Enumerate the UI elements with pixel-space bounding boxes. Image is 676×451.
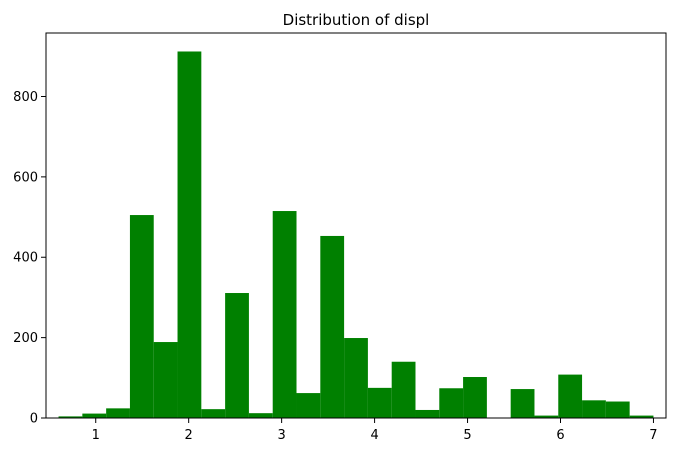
histogram-bar-5 [177,51,202,419]
histogram-bar-12 [344,338,368,418]
x-tick-label: 7 [649,428,657,443]
x-tick-label: 5 [463,428,471,443]
histogram-bar-10 [296,393,321,418]
x-tick-label: 4 [370,428,378,443]
x-tick-label: 2 [185,428,193,443]
histogram-bar-23 [605,401,630,418]
histogram-bar-15 [415,409,440,418]
histogram-bar-3 [129,215,154,418]
y-tick-label: 200 [13,331,38,346]
histogram-bar-19 [510,389,535,418]
histogram-bar-13 [367,387,392,418]
histogram-bar-22 [582,400,606,418]
histogram-bar-24 [629,415,654,418]
x-tick-label: 1 [92,428,100,443]
y-tick-label: 400 [13,251,38,266]
y-axis: 0 200 400 600 800 [13,90,46,427]
histogram-bar-7 [225,293,249,418]
y-tick-label: 800 [13,90,38,105]
histogram-bar-21 [558,374,583,418]
plot-frame [45,32,667,419]
y-tick-label: 600 [13,170,38,185]
histogram-bar-1 [82,413,107,418]
x-axis: 1 2 3 4 5 6 7 [92,418,658,443]
histogram-bar-8 [248,413,273,418]
histogram-bar-0 [58,416,83,418]
histogram-bar-20 [534,415,559,418]
y-tick-label: 0 [30,412,38,427]
histogram-bar-2 [106,408,130,418]
histogram-bar-11 [320,235,345,418]
x-tick-label: 3 [277,428,285,443]
histogram-bar-6 [201,409,226,418]
histogram-bar-14 [391,361,416,418]
x-tick-label: 6 [556,428,564,443]
chart-title: Distribution of displ [283,11,430,29]
histogram-bar-16 [439,388,464,418]
histogram-bar-4 [153,342,178,418]
histogram-bar-9 [272,211,297,418]
histogram-bar-17 [463,377,487,418]
bars-group [58,51,654,419]
